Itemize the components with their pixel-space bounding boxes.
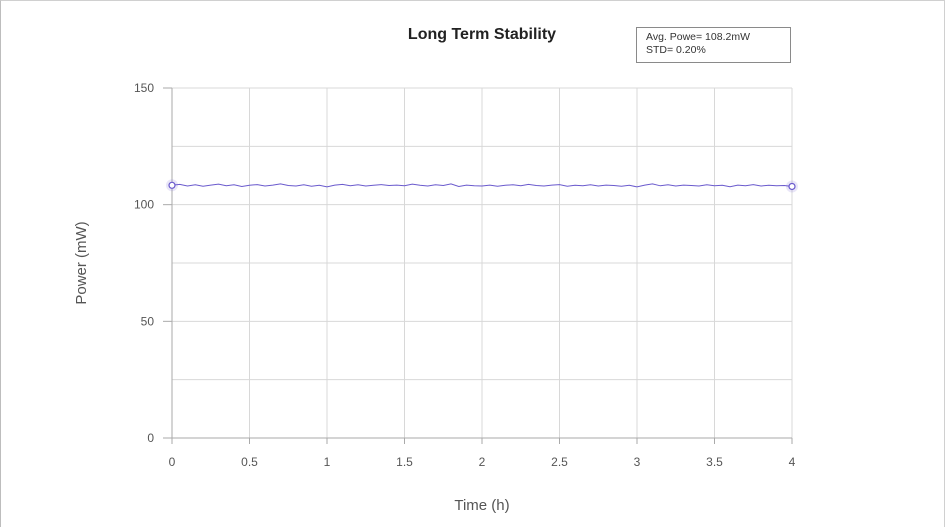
x-tick-label: 3.5	[706, 455, 723, 469]
tick-labels: 0 0.5 1 1.5 2 2.5 3 3.5 4 0 50 100 150	[134, 81, 796, 469]
endpoint-marker[interactable]	[788, 182, 796, 191]
y-axis-title: Power (mW)	[73, 221, 90, 304]
x-tick-label: 2	[479, 455, 486, 469]
y-tick-label: 150	[134, 81, 154, 95]
power-series-line	[171, 183, 793, 188]
x-tick-label: 1	[324, 455, 331, 469]
x-axis-title: Time (h)	[454, 497, 509, 514]
x-tick-label: 2.5	[551, 455, 568, 469]
x-tick-label: 1.5	[396, 455, 413, 469]
chart-title: Long Term Stability	[407, 26, 557, 43]
y-tick-label: 100	[134, 198, 154, 212]
x-tick-label: 0	[169, 455, 176, 469]
x-tick-label: 3	[634, 455, 641, 469]
stats-std: STD= 0.20%	[646, 44, 706, 56]
y-tick-label: 0	[147, 431, 154, 445]
grid-lines	[171, 87, 793, 439]
data-series	[166, 179, 798, 193]
stats-annotation-box: Avg. Powe= 108.2mW STD= 0.20%	[636, 27, 791, 63]
x-tick-label: 4	[789, 455, 796, 469]
endpoint-marker[interactable]	[168, 181, 176, 189]
stats-avg-power: Avg. Powe= 108.2mW	[646, 31, 750, 43]
x-tick-label: 0.5	[241, 455, 258, 469]
axes	[163, 87, 793, 444]
y-tick-label: 50	[141, 314, 155, 328]
